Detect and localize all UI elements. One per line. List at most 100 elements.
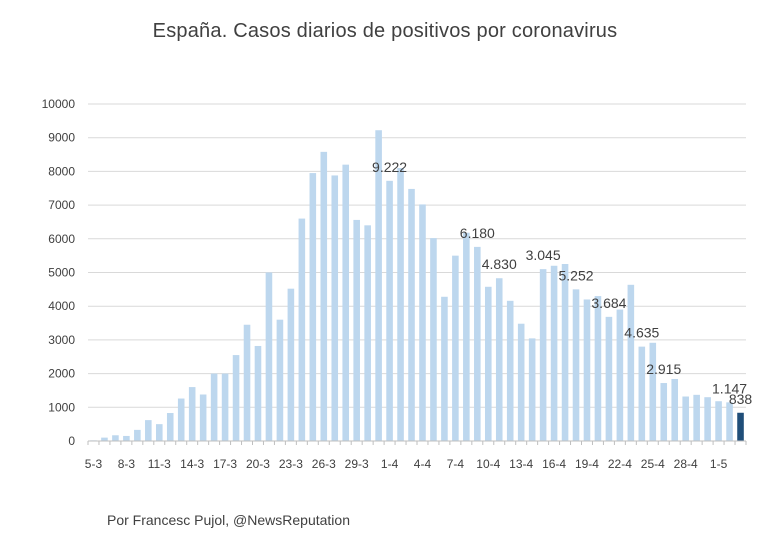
bar-9-4 <box>474 246 481 441</box>
bar-1-5 <box>715 401 722 441</box>
bar-15-3 <box>199 394 207 441</box>
bar-17-3 <box>221 373 229 441</box>
bar-9-3 <box>134 429 141 441</box>
bar-19-4 <box>583 299 591 441</box>
bar-25-4 <box>649 342 657 441</box>
bar-6-4 <box>441 296 448 441</box>
bar-11-4 <box>495 278 503 441</box>
data-label: 9.222 <box>372 159 407 175</box>
x-tick-label: 5-3 <box>85 457 103 471</box>
footer-credit: Por Francesc Pujol, @NewsReputation <box>107 512 350 528</box>
bar-6-3 <box>101 437 108 441</box>
x-tick-label: 8-3 <box>118 457 136 471</box>
bar-10-3 <box>145 420 152 441</box>
gridlines <box>88 103 746 408</box>
bar-21-3 <box>265 272 273 441</box>
x-tick-label: 11-3 <box>148 457 171 471</box>
bar-15-4 <box>539 269 547 441</box>
bar-3-4 <box>408 188 415 441</box>
bar-27-4 <box>671 378 679 441</box>
y-tick-label: 4000 <box>48 299 75 313</box>
bar-28-4 <box>682 396 689 441</box>
y-tick-label: 6000 <box>48 232 75 246</box>
bar-31-3 <box>375 130 382 441</box>
x-tick-label: 23-3 <box>279 457 303 471</box>
bar-17-4 <box>561 264 569 441</box>
x-tick-label: 16-4 <box>542 457 566 471</box>
bar-12-4 <box>506 300 514 441</box>
bar-18-3 <box>232 355 240 441</box>
x-tick-label: 17-3 <box>213 457 237 471</box>
x-tick-label: 14-3 <box>180 457 204 471</box>
x-tick-label: 20-3 <box>246 457 270 471</box>
x-tick-label: 26-3 <box>312 457 336 471</box>
data-label: 2.915 <box>646 361 681 377</box>
bar-26-4 <box>660 383 668 441</box>
x-tick-label: 10-4 <box>476 457 500 471</box>
bar-8-3 <box>123 435 130 441</box>
chart-title: España. Casos diarios de positivos por c… <box>152 20 618 42</box>
data-label: 1.147 <box>712 380 747 396</box>
data-label: 5.252 <box>558 267 593 283</box>
bar-23-3 <box>287 288 295 441</box>
bar-22-3 <box>276 319 284 441</box>
bar-2-5 <box>726 402 733 441</box>
y-tick-label: 0 <box>68 434 75 448</box>
y-tick-label: 2000 <box>48 367 75 381</box>
bar-10-4 <box>484 286 492 441</box>
bar-12-3 <box>166 413 174 441</box>
bar-22-4 <box>616 309 624 441</box>
x-tick-label: 28-4 <box>674 457 698 471</box>
x-tick-labels: 5-3 8-3 11-3 14-3 17-3 20-3 23-3 26-3 29-3 1-4 4-4… <box>85 457 728 471</box>
data-label: 3.684 <box>591 295 626 311</box>
bar-20-3 <box>254 345 262 441</box>
bar-26-3 <box>320 151 328 441</box>
y-tick-label: 3000 <box>48 333 75 347</box>
bar-2-4 <box>397 168 404 441</box>
bar-28-3 <box>342 164 350 441</box>
bar-7-3 <box>112 435 119 441</box>
bar-13-4 <box>517 323 525 441</box>
bar-18-4 <box>572 289 580 441</box>
y-tick-labels: 0 1000 2000 3000 4000 5000 6000 7000 8000 9000 100… <box>42 97 76 448</box>
bar-4-4 <box>419 204 426 441</box>
bars <box>90 130 744 441</box>
bar-7-4 <box>452 255 459 441</box>
bar-3-5 <box>737 412 744 441</box>
bar-21-4 <box>605 316 613 441</box>
data-labels: 9.222 6.180 4.830 3.045 5.252 3.684 4.635 2.915… <box>372 159 752 407</box>
x-tick-label: 29-3 <box>345 457 369 471</box>
x-tick-label: 25-4 <box>641 457 665 471</box>
data-label: 6.180 <box>460 225 495 241</box>
y-tick-label: 9000 <box>48 131 75 145</box>
bar-16-4 <box>550 265 558 441</box>
x-tick-label: 1-4 <box>381 457 399 471</box>
data-label: 4.830 <box>482 256 517 272</box>
x-tick-label: 4-4 <box>414 457 432 471</box>
data-label: 838 <box>729 391 753 407</box>
bar-11-3 <box>155 424 163 441</box>
x-tick-label: 1-5 <box>710 457 728 471</box>
bar-14-4 <box>528 338 536 441</box>
y-tick-label: 10000 <box>42 97 76 111</box>
y-tick-label: 7000 <box>48 198 75 212</box>
bar-13-3 <box>177 398 185 441</box>
data-label: 4.635 <box>624 325 659 341</box>
bar-29-4 <box>693 394 700 441</box>
bar-16-3 <box>210 373 218 441</box>
x-axis <box>87 440 747 445</box>
bar-29-3 <box>353 219 360 441</box>
bar-14-3 <box>188 387 196 441</box>
bar-30-4 <box>704 397 711 441</box>
bar-8-4 <box>463 232 470 441</box>
bar-25-3 <box>309 173 317 441</box>
y-tick-label: 1000 <box>48 400 75 414</box>
bar-20-4 <box>594 296 602 441</box>
y-tick-label: 8000 <box>48 164 75 178</box>
bar-23-4 <box>627 284 635 441</box>
x-tick-label: 22-4 <box>608 457 632 471</box>
bar-24-4 <box>638 346 646 441</box>
data-label: 3.045 <box>526 247 561 263</box>
bar-5-4 <box>430 238 437 441</box>
